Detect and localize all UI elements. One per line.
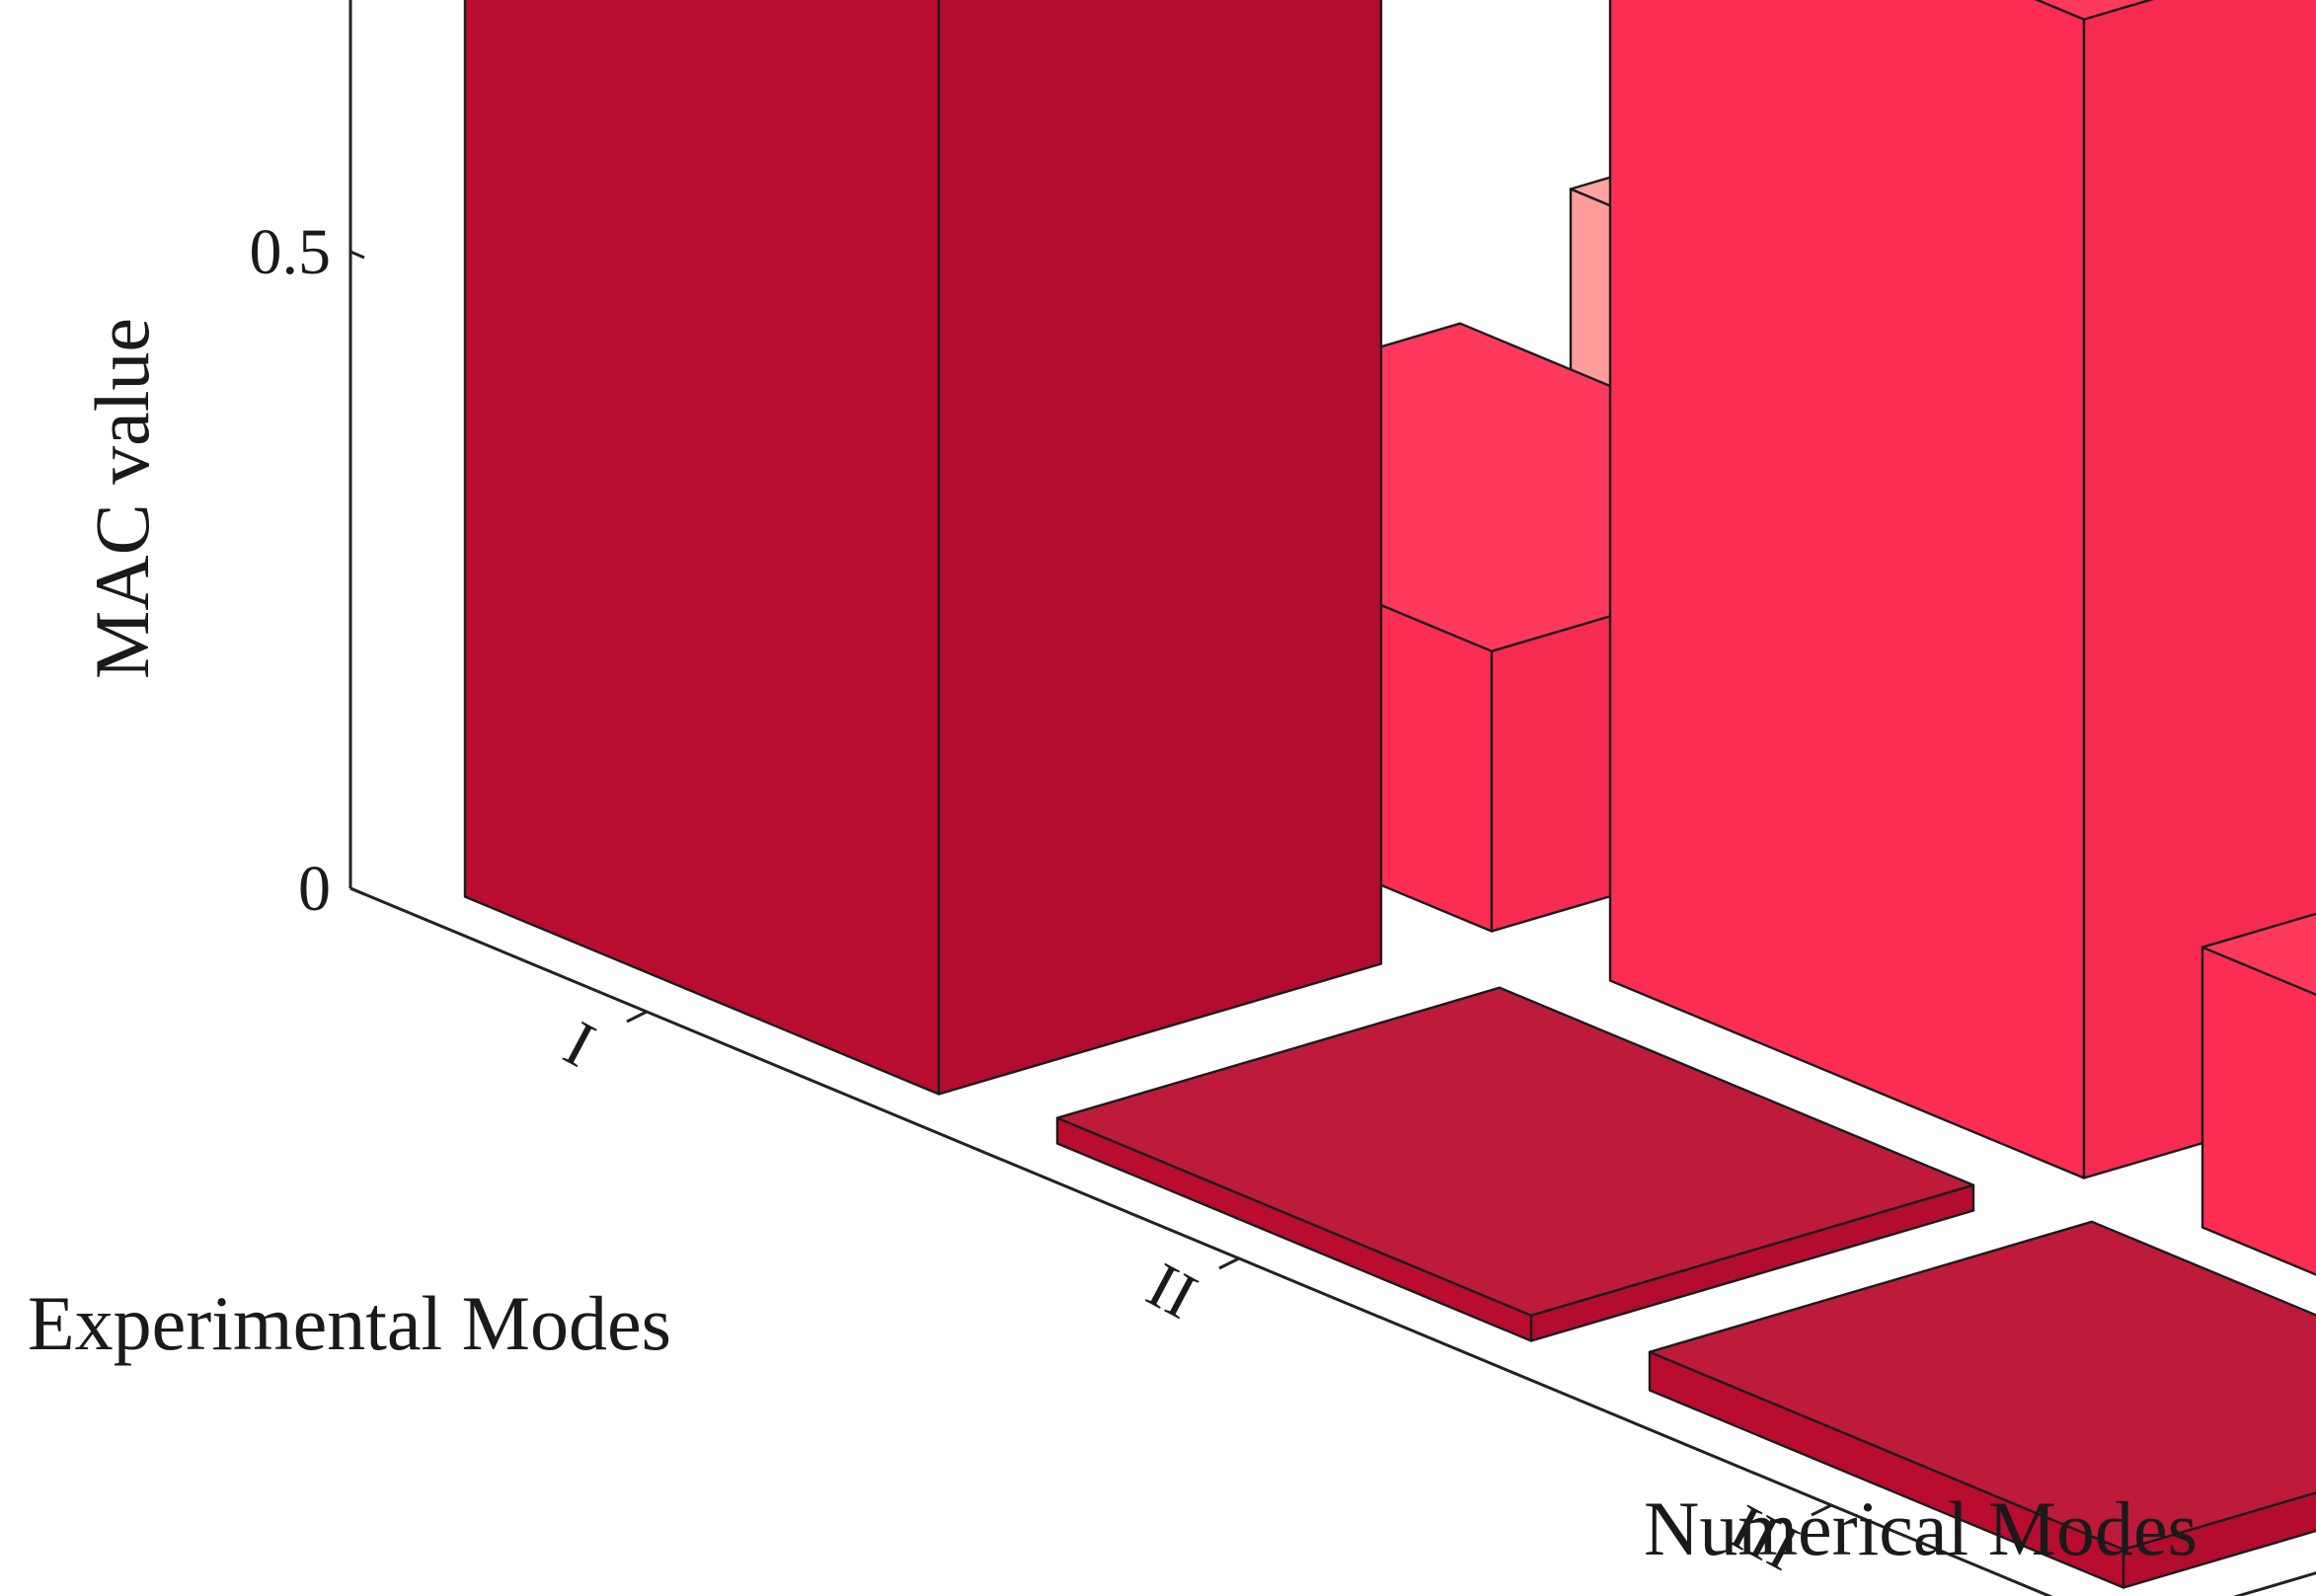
top-face xyxy=(2034,0,2154,21)
left-face xyxy=(2200,946,2316,1276)
experimental-tick xyxy=(626,1010,648,1024)
z-tick xyxy=(349,250,365,260)
experimental-axis-title: Experimental Modes xyxy=(28,1280,671,1366)
experimental-tick xyxy=(1811,1503,1832,1517)
top-face xyxy=(1055,986,1975,1317)
right-face xyxy=(2122,1491,2316,1589)
z-tick-label: 0.5 xyxy=(250,216,332,288)
right-face xyxy=(2082,0,2316,1179)
top-face xyxy=(1648,1220,2316,1551)
numerical-axis-title: Numerical Modes xyxy=(1644,1485,2198,1571)
experimental-tick-label: II xyxy=(1136,1249,1208,1332)
experimental-tick-label: I xyxy=(553,1008,606,1082)
bars-layer xyxy=(463,0,2316,1589)
z-tick xyxy=(349,886,365,896)
bar-exp-I-num-I xyxy=(463,0,1383,1096)
bar-exp-II-num-I xyxy=(1055,986,1975,1342)
bar-exp-III-num-I xyxy=(1648,1220,2316,1589)
left-face xyxy=(463,0,941,1096)
right-face xyxy=(937,0,1383,1096)
experimental-tick xyxy=(1218,1256,1240,1270)
z-axis-title: MAC value xyxy=(79,318,165,679)
top-face xyxy=(2200,912,2316,996)
bar-exp-II-num-II xyxy=(1608,0,2316,1179)
z-tick-label: 0 xyxy=(298,853,331,925)
bar-exp-III-num-II xyxy=(2200,912,2316,1276)
left-face xyxy=(1608,0,2086,1179)
